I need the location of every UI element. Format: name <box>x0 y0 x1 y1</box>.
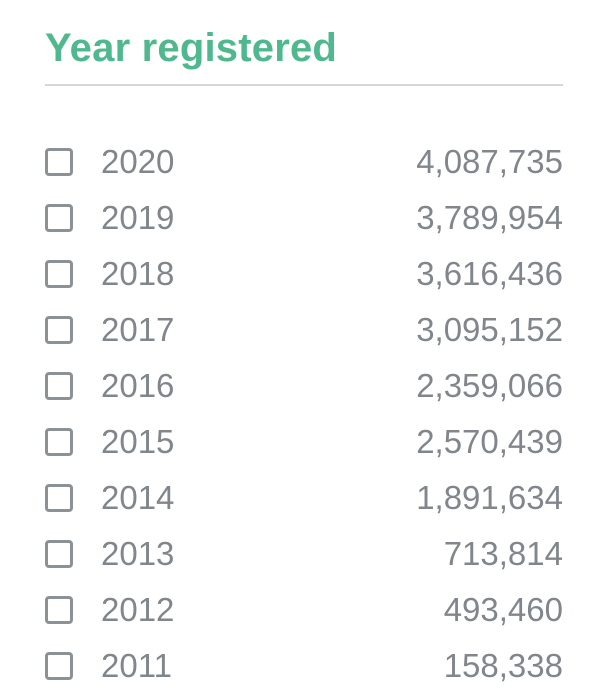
filter-option-2018[interactable]: 2018 3,616,436 <box>45 246 563 302</box>
checkbox-unchecked-icon[interactable] <box>45 428 73 456</box>
filter-option-label: 2019 <box>101 199 175 236</box>
checkbox-unchecked-icon[interactable] <box>45 652 73 680</box>
filter-option-label: 2017 <box>101 311 175 348</box>
filter-option-label: 2014 <box>101 479 175 516</box>
filter-option-2017[interactable]: 2017 3,095,152 <box>45 302 563 358</box>
checkbox-unchecked-icon[interactable] <box>45 260 73 288</box>
filter-option-count: 158,338 <box>443 647 563 684</box>
filter-option-2019[interactable]: 2019 3,789,954 <box>45 190 563 246</box>
filter-option-2011[interactable]: 2011 158,338 <box>45 638 563 694</box>
year-registered-filter: Year registered 2020 4,087,735 2019 3,78… <box>45 22 563 684</box>
filter-option-label: 2015 <box>101 423 175 460</box>
filter-option-count: 713,814 <box>443 535 563 572</box>
year-filter-list: 2020 4,087,735 2019 3,789,954 2018 3,616… <box>45 134 563 694</box>
filter-option-2012[interactable]: 2012 493,460 <box>45 582 563 638</box>
checkbox-unchecked-icon[interactable] <box>45 596 73 624</box>
checkbox-unchecked-icon[interactable] <box>45 372 73 400</box>
filter-option-2014[interactable]: 2014 1,891,634 <box>45 470 563 526</box>
checkbox-unchecked-icon[interactable] <box>45 316 73 344</box>
checkbox-unchecked-icon[interactable] <box>45 148 73 176</box>
filter-option-label: 2013 <box>101 535 175 572</box>
filter-option-count: 2,570,439 <box>416 423 563 460</box>
filter-option-2016[interactable]: 2016 2,359,066 <box>45 358 563 414</box>
filter-option-2013[interactable]: 2013 713,814 <box>45 526 563 582</box>
filter-option-label: 2012 <box>101 591 175 628</box>
filter-option-2015[interactable]: 2015 2,570,439 <box>45 414 563 470</box>
filter-option-label: 2020 <box>101 143 175 180</box>
filter-option-count: 3,616,436 <box>416 255 563 292</box>
filter-option-count: 4,087,735 <box>416 143 563 180</box>
filter-option-count: 2,359,066 <box>416 367 563 404</box>
filter-option-2020[interactable]: 2020 4,087,735 <box>45 134 563 190</box>
filter-title: Year registered <box>45 26 338 70</box>
filter-option-label: 2016 <box>101 367 175 404</box>
checkbox-unchecked-icon[interactable] <box>45 540 73 568</box>
filter-option-count: 3,789,954 <box>416 199 563 236</box>
filter-option-label: 2018 <box>101 255 175 292</box>
filter-option-count: 493,460 <box>443 591 563 628</box>
checkbox-unchecked-icon[interactable] <box>45 204 73 232</box>
filter-option-label: 2011 <box>101 647 172 684</box>
title-divider <box>45 84 563 86</box>
filter-option-count: 3,095,152 <box>416 311 563 348</box>
filter-option-count: 1,891,634 <box>416 479 563 516</box>
checkbox-unchecked-icon[interactable] <box>45 484 73 512</box>
